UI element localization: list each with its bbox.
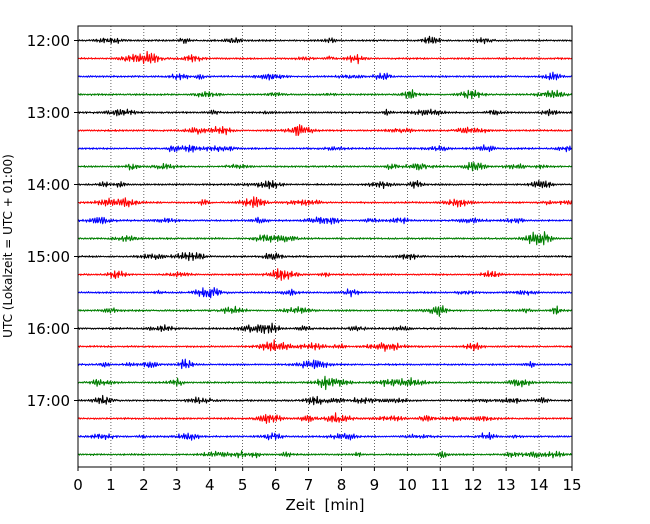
y-tick-label: 15:00	[27, 248, 70, 266]
trace-1730	[77, 431, 573, 441]
trace-1200	[77, 35, 573, 45]
trace-1445	[77, 231, 573, 246]
x-tick-label: 0	[73, 476, 83, 494]
x-axis-label: Zeit [min]	[285, 496, 364, 514]
x-tick-label: 6	[271, 476, 281, 494]
y-tick-label: 17:00	[27, 392, 70, 410]
x-tick-label: 14	[530, 476, 549, 494]
trace-1615	[78, 339, 573, 352]
trace-1400	[77, 179, 573, 190]
y-tick-label: 13:00	[27, 104, 70, 122]
x-tick-label: 15	[562, 476, 581, 494]
trace-layer	[77, 35, 573, 459]
trace-1315	[77, 124, 573, 137]
plot-frame	[77, 25, 573, 468]
trace-1500	[77, 252, 573, 262]
trace-1715	[77, 412, 573, 424]
x-tick-label: 10	[398, 476, 417, 494]
trace-1630	[77, 358, 573, 370]
y-tick-label: 14:00	[27, 176, 70, 194]
x-tick-label: 9	[370, 476, 380, 494]
axis-layer: 0 1 2 3 4 5 6 7 8 9 10 11 12 13 14 1512:0013:0014:0015:…	[27, 25, 582, 494]
trace-1600	[77, 322, 573, 334]
trace-1545	[77, 305, 573, 317]
trace-1515	[77, 268, 573, 281]
trace-1430	[77, 216, 573, 225]
trace-1330	[77, 144, 573, 153]
label-layer: Zeit [min] UTC (Lokalzeit = UTC + 01:00)	[1, 154, 365, 514]
y-axis-label: UTC (Lokalzeit = UTC + 01:00)	[1, 154, 15, 338]
x-tick-label: 1	[106, 476, 116, 494]
trace-1415	[77, 196, 573, 209]
x-tick-label: 12	[464, 476, 483, 494]
trace-1345	[77, 161, 573, 172]
trace-1215	[77, 50, 573, 65]
trace-1645	[77, 375, 573, 391]
x-tick-label: 13	[497, 476, 516, 494]
trace-1700	[77, 394, 573, 406]
trace-1230	[77, 71, 573, 81]
trace-1245	[77, 89, 573, 100]
x-tick-label: 4	[205, 476, 215, 494]
x-tick-label: 3	[172, 476, 182, 494]
y-tick-label: 12:00	[27, 32, 70, 50]
x-tick-label: 11	[431, 476, 450, 494]
x-tick-label: 2	[139, 476, 149, 494]
x-tick-label: 8	[337, 476, 347, 494]
x-tick-label: 7	[304, 476, 314, 494]
trace-1745	[77, 450, 573, 459]
trace-1530	[77, 287, 573, 299]
x-tick-label: 5	[238, 476, 248, 494]
trace-1300	[77, 108, 573, 117]
y-tick-label: 16:00	[27, 320, 70, 338]
